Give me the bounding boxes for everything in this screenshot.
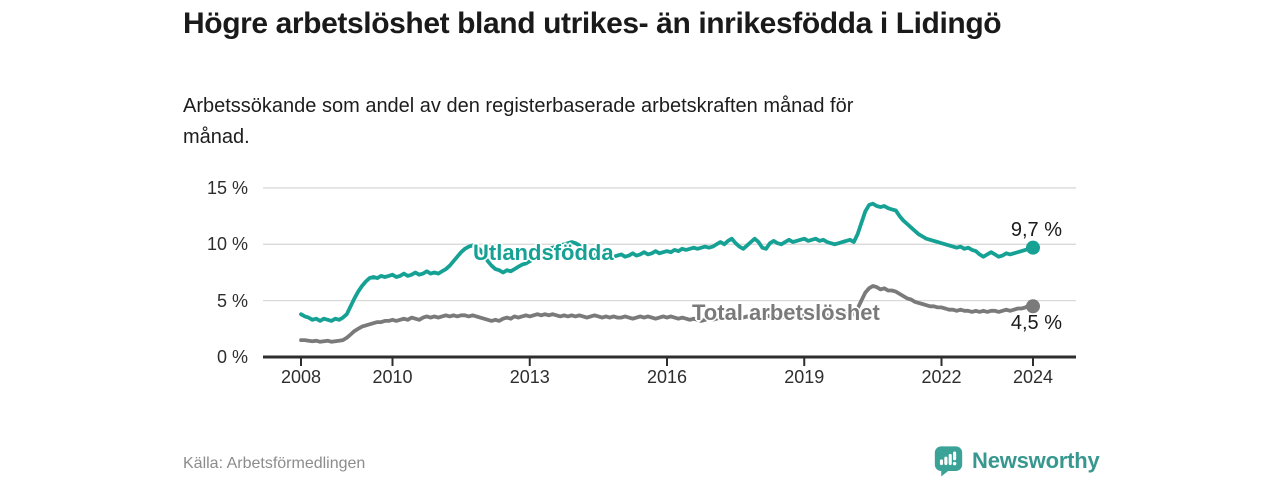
series-label-total-arbetsloshet: Total arbetslöshet — [692, 300, 880, 325]
chart-subtitle: Arbetssökande som andel av den registerb… — [183, 95, 854, 148]
x-tick-label: 2016 — [646, 367, 688, 387]
y-tick-label: 15 % — [206, 177, 248, 198]
series-end-dot-total — [1026, 299, 1040, 314]
x-tick-label: 2010 — [372, 367, 413, 387]
x-tick-label: 2022 — [921, 367, 962, 387]
chart-title: Högre arbetslöshet bland utrikes- än inr… — [183, 7, 1002, 40]
end-value-label-total: 4,5 % — [1010, 312, 1062, 334]
y-tick-label: 10 % — [206, 234, 248, 255]
newsworthy-logo: Newsworthy — [933, 444, 1100, 478]
y-tick-label: 0 % — [216, 347, 248, 367]
newsworthy-bar-chart-bubble-icon — [934, 446, 963, 477]
series-line-utlandsfodda — [299, 201, 1035, 323]
series-label-utlandsfodda: Utlandsfödda — [473, 240, 614, 265]
source-note: Källa: Arbetsförmedlingen — [183, 455, 366, 472]
x-tick-label: 2019 — [784, 367, 825, 387]
x-tick-label: 2024 — [1012, 367, 1054, 387]
newsworthy-wordmark: Newsworthy — [972, 448, 1100, 473]
end-value-label-utlandsfodda: 9,7 % — [1010, 219, 1062, 241]
series-line-total — [299, 284, 1035, 344]
series-end-dot-utlandsfodda — [1026, 240, 1040, 255]
x-tick-label: 2013 — [509, 367, 550, 387]
x-tick-label: 2008 — [280, 367, 322, 387]
y-tick-label: 5 % — [216, 290, 248, 311]
